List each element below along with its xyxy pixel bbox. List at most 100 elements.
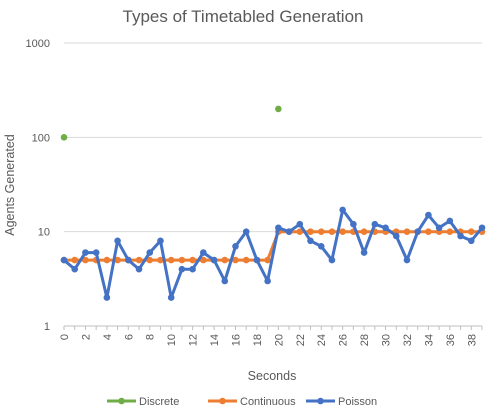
data-point-poisson xyxy=(200,249,207,256)
grid xyxy=(64,42,482,327)
y-tick-label: 1 xyxy=(44,321,50,333)
data-point-poisson xyxy=(435,224,443,232)
data-point-continuous xyxy=(307,228,314,235)
data-point-poisson xyxy=(232,242,239,250)
chart-title: Types of Timetabled Generation xyxy=(123,7,364,26)
data-point-poisson xyxy=(457,232,464,240)
series-line-continuous xyxy=(64,230,482,262)
legend-label: Discrete xyxy=(139,396,179,408)
x-tick-label: 30 xyxy=(381,334,393,346)
data-point-continuous xyxy=(189,256,196,264)
legend: Discrete Continuous Poisson xyxy=(107,396,377,408)
data-point-poisson xyxy=(189,265,196,273)
data-point-continuous xyxy=(167,256,175,264)
data-point-continuous xyxy=(328,228,336,235)
data-point-continuous xyxy=(200,256,207,264)
data-point-poisson xyxy=(307,237,314,245)
data-point-poisson xyxy=(392,232,400,240)
data-point-poisson xyxy=(82,249,89,256)
data-point-poisson xyxy=(125,256,132,264)
y-tick-label: 10 xyxy=(38,227,50,239)
data-point-continuous xyxy=(264,256,271,264)
x-tick-label: 22 xyxy=(295,334,307,346)
data-point-poisson xyxy=(157,237,164,245)
legend-swatch-marker xyxy=(317,397,324,405)
data-point-poisson xyxy=(275,224,282,232)
legend-item-continuous: Continuous xyxy=(208,396,296,408)
x-tick-label: 36 xyxy=(445,334,457,346)
data-point-poisson xyxy=(135,265,143,273)
data-point-continuous xyxy=(103,256,111,264)
x-tick-label: 38 xyxy=(466,334,478,346)
series-discrete xyxy=(60,105,282,141)
data-point-poisson xyxy=(264,277,271,285)
x-tick-label: 14 xyxy=(209,334,221,346)
data-point-poisson xyxy=(210,256,218,264)
x-tick-label: 16 xyxy=(230,334,242,346)
y-tick-label: 1000 xyxy=(26,38,50,50)
data-point-continuous xyxy=(71,256,79,264)
data-point-continuous xyxy=(82,256,89,264)
data-point-poisson xyxy=(285,228,293,235)
data-point-continuous xyxy=(114,256,121,264)
data-point-poisson xyxy=(360,249,368,256)
data-point-poisson xyxy=(146,249,154,256)
data-point-continuous xyxy=(425,228,432,235)
legend-item-discrete: Discrete xyxy=(107,396,179,408)
data-point-poisson xyxy=(114,237,121,245)
data-point-poisson xyxy=(478,224,486,232)
x-tick-label: 0 xyxy=(59,334,71,340)
data-point-continuous xyxy=(135,256,143,264)
y-tick-label: 100 xyxy=(32,132,50,144)
x-tick-label: 34 xyxy=(423,334,435,346)
legend-swatch-marker xyxy=(219,397,226,405)
x-tick-label: 20 xyxy=(273,334,285,346)
series xyxy=(60,105,486,301)
data-point-continuous xyxy=(157,256,164,264)
x-tick-label: 26 xyxy=(338,334,350,346)
data-point-continuous xyxy=(403,228,411,235)
x-tick-label: 12 xyxy=(188,334,200,346)
data-point-poisson xyxy=(403,256,411,264)
series-poisson xyxy=(60,206,486,301)
data-point-poisson xyxy=(350,220,357,228)
x-axis-ticks: 0 2 4 6 8 10 12 14 16 18 20 22 24 26 28 30 32 34 36 38 xyxy=(59,326,483,346)
x-tick-label: 8 xyxy=(145,334,157,340)
data-point-poisson xyxy=(371,220,379,228)
y-axis-label: Agents Generated xyxy=(3,134,17,236)
data-point-continuous xyxy=(178,256,186,264)
data-point-poisson xyxy=(242,228,250,235)
data-point-poisson xyxy=(221,277,229,285)
data-point-discrete xyxy=(275,105,282,113)
data-point-poisson xyxy=(446,217,454,225)
x-axis-label: Seconds xyxy=(248,369,297,383)
series-continuous xyxy=(60,228,486,264)
legend-item-poisson: Poisson xyxy=(306,396,377,408)
data-point-continuous xyxy=(467,228,475,235)
data-point-continuous xyxy=(242,256,250,264)
legend-label: Poisson xyxy=(338,396,377,408)
data-point-poisson xyxy=(467,237,475,245)
data-point-continuous xyxy=(317,228,325,235)
x-tick-label: 10 xyxy=(166,334,178,346)
data-point-discrete xyxy=(60,134,68,141)
data-point-poisson xyxy=(71,265,79,273)
data-point-poisson xyxy=(425,211,432,219)
x-tick-label: 28 xyxy=(359,334,371,346)
data-point-poisson xyxy=(60,256,68,264)
data-point-poisson xyxy=(317,242,325,250)
data-point-poisson xyxy=(339,206,346,214)
data-point-poisson xyxy=(414,228,421,235)
x-tick-label: 24 xyxy=(316,334,328,346)
x-tick-label: 32 xyxy=(402,334,414,346)
data-point-continuous xyxy=(296,228,304,235)
data-point-poisson xyxy=(178,265,186,273)
data-point-poisson xyxy=(92,249,100,256)
data-point-poisson xyxy=(382,224,389,232)
data-point-poisson xyxy=(296,220,304,228)
x-tick-label: 2 xyxy=(80,334,92,340)
data-point-continuous xyxy=(446,228,454,235)
data-point-poisson xyxy=(103,294,111,301)
